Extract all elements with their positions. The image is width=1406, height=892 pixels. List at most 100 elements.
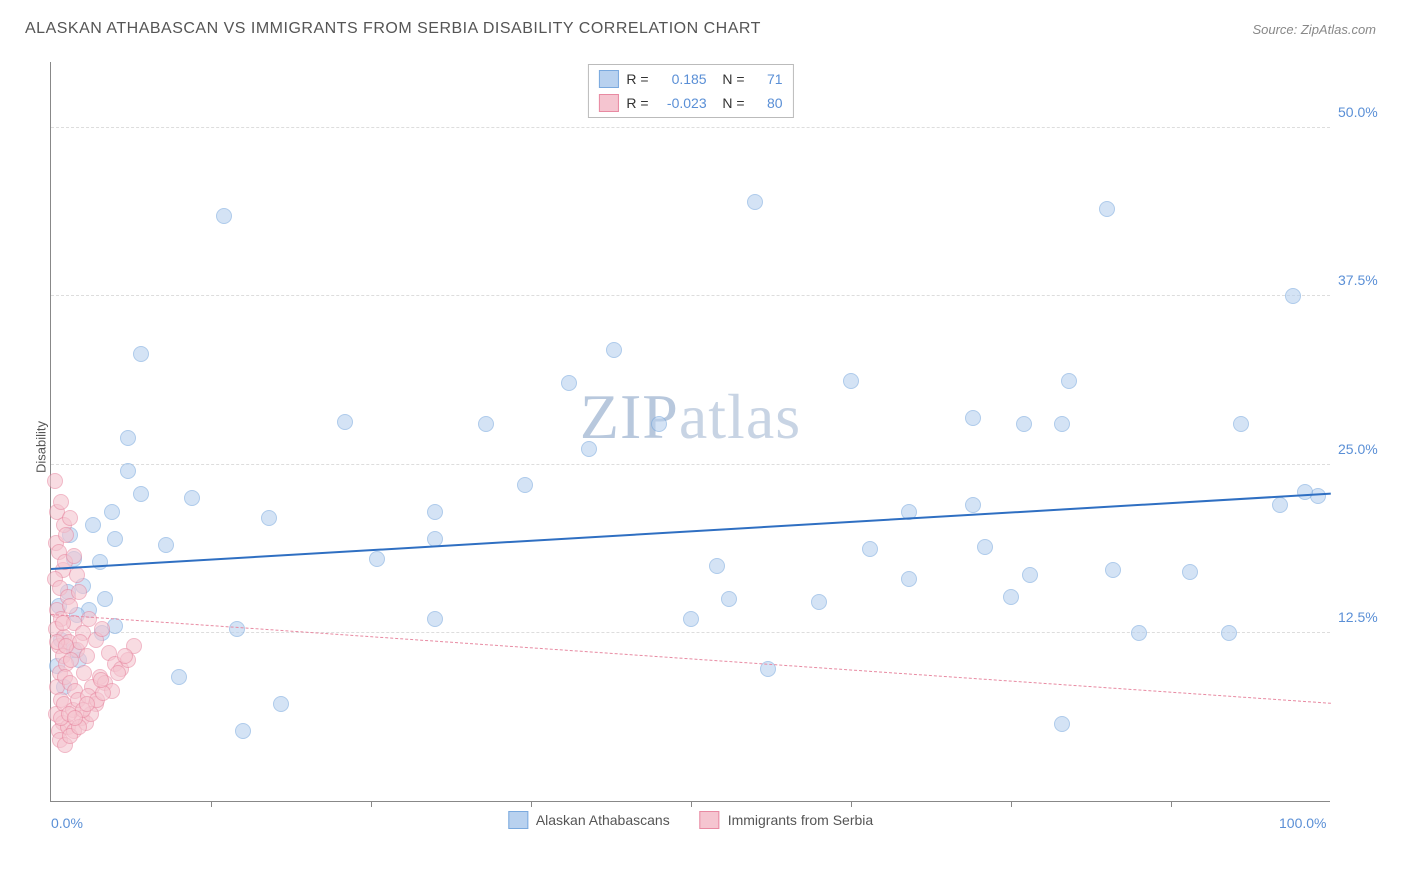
legend-r-value: 0.185 <box>657 71 707 87</box>
scatter-point <box>97 591 113 607</box>
scatter-point <box>517 477 533 493</box>
y-tick-label: 25.0% <box>1338 441 1388 457</box>
scatter-point <box>117 648 133 664</box>
scatter-point <box>229 621 245 637</box>
scatter-point <box>216 208 232 224</box>
legend-label: Immigrants from Serbia <box>728 812 873 828</box>
scatter-point <box>85 517 101 533</box>
scatter-point <box>69 567 85 583</box>
scatter-point <box>721 591 737 607</box>
scatter-point <box>104 504 120 520</box>
gridline-h <box>51 464 1330 465</box>
y-tick-label: 12.5% <box>1338 609 1388 625</box>
scatter-point <box>79 648 95 664</box>
legend-item: Alaskan Athabascans <box>508 811 670 829</box>
trend-line <box>51 492 1331 569</box>
scatter-point <box>120 463 136 479</box>
legend-swatch <box>598 70 618 88</box>
scatter-point <box>110 665 126 681</box>
series-legend: Alaskan Athabascans Immigrants from Serbi… <box>508 811 873 829</box>
scatter-point <box>683 611 699 627</box>
scatter-point <box>1003 589 1019 605</box>
correlation-legend: R = 0.185 N = 71 R = -0.023 N = 80 <box>587 64 793 118</box>
scatter-point <box>62 598 78 614</box>
scatter-point <box>184 490 200 506</box>
scatter-point <box>158 537 174 553</box>
scatter-point <box>965 410 981 426</box>
scatter-point <box>67 710 83 726</box>
scatter-point <box>71 584 87 600</box>
y-axis-title: Disability <box>34 421 49 473</box>
scatter-point <box>709 558 725 574</box>
scatter-point <box>651 416 667 432</box>
scatter-point <box>1061 373 1077 389</box>
scatter-point <box>107 531 123 547</box>
scatter-point <box>133 346 149 362</box>
legend-n-label: N = <box>715 71 745 87</box>
gridline-h <box>51 127 1330 128</box>
scatter-point <box>1022 567 1038 583</box>
legend-swatch <box>508 811 528 829</box>
scatter-point <box>261 510 277 526</box>
legend-n-label: N = <box>715 95 745 111</box>
scatter-point <box>58 638 74 654</box>
scatter-point <box>1272 497 1288 513</box>
scatter-point <box>369 551 385 567</box>
scatter-point <box>273 696 289 712</box>
legend-r-value: -0.023 <box>657 95 707 111</box>
scatter-point <box>337 414 353 430</box>
scatter-point <box>58 527 74 543</box>
scatter-point <box>843 373 859 389</box>
x-tick <box>691 801 692 807</box>
legend-r-label: R = <box>626 95 648 111</box>
legend-n-value: 71 <box>753 71 783 87</box>
scatter-point <box>811 594 827 610</box>
legend-label: Alaskan Athabascans <box>536 812 670 828</box>
legend-row: R = 0.185 N = 71 <box>598 67 782 91</box>
scatter-point <box>1054 416 1070 432</box>
scatter-point <box>606 342 622 358</box>
chart-source: Source: ZipAtlas.com <box>1252 22 1376 37</box>
scatter-point <box>1099 201 1115 217</box>
scatter-point <box>66 548 82 564</box>
chart-header: ALASKAN ATHABASCAN VS IMMIGRANTS FROM SE… <box>0 0 1406 46</box>
plot-area: ZIPatlas 12.5%25.0%37.5%50.0%0.0%100.0%R… <box>50 62 1330 802</box>
scatter-point <box>94 621 110 637</box>
scatter-point <box>1285 288 1301 304</box>
scatter-point <box>1131 625 1147 641</box>
scatter-point <box>901 571 917 587</box>
x-tick <box>851 801 852 807</box>
scatter-point <box>581 441 597 457</box>
scatter-point <box>747 194 763 210</box>
x-tick-label: 100.0% <box>1279 815 1326 831</box>
scatter-point <box>1016 416 1032 432</box>
scatter-point <box>1182 564 1198 580</box>
scatter-point <box>53 494 69 510</box>
chart-container: Disability ZIPatlas 12.5%25.0%37.5%50.0%… <box>50 62 1380 832</box>
scatter-point <box>93 672 109 688</box>
chart-title: ALASKAN ATHABASCAN VS IMMIGRANTS FROM SE… <box>25 20 761 38</box>
gridline-h <box>51 295 1330 296</box>
scatter-point <box>478 416 494 432</box>
scatter-point <box>79 696 95 712</box>
legend-swatch <box>598 94 618 112</box>
scatter-point <box>977 539 993 555</box>
scatter-point <box>95 685 111 701</box>
scatter-point <box>62 510 78 526</box>
legend-n-value: 80 <box>753 95 783 111</box>
scatter-point <box>1233 416 1249 432</box>
watermark: ZIPatlas <box>580 380 801 454</box>
legend-r-label: R = <box>626 71 648 87</box>
x-tick <box>1011 801 1012 807</box>
scatter-point <box>561 375 577 391</box>
scatter-point <box>427 504 443 520</box>
scatter-point <box>171 669 187 685</box>
scatter-point <box>55 615 71 631</box>
scatter-point <box>235 723 251 739</box>
y-tick-label: 50.0% <box>1338 104 1388 120</box>
scatter-point <box>1297 484 1313 500</box>
scatter-point <box>965 497 981 513</box>
scatter-point <box>120 430 136 446</box>
legend-row: R = -0.023 N = 80 <box>598 91 782 115</box>
legend-swatch <box>700 811 720 829</box>
